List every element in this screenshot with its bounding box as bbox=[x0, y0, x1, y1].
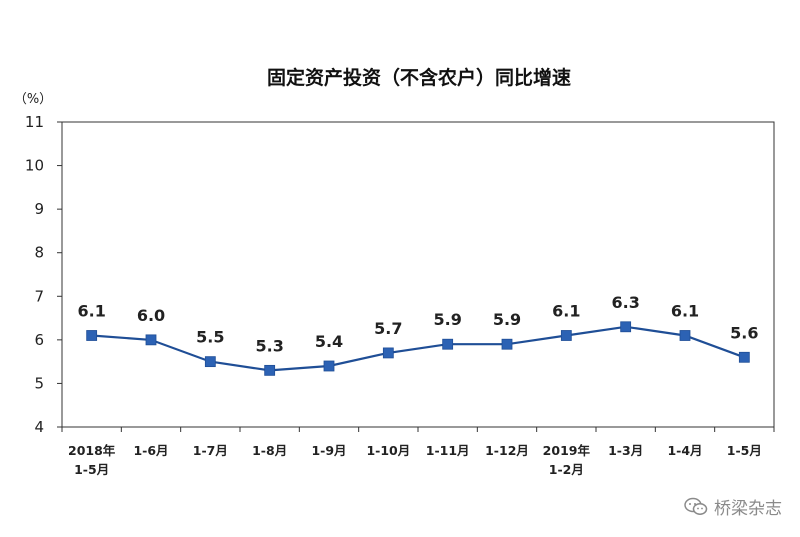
series-line bbox=[91, 325, 745, 372]
x-axis: 2018年 1-5月 1-6月 1-7月 1-8月 1-9月 1-10月 1-11月 1-12月… bbox=[61, 427, 775, 477]
y-unit-label: （%） bbox=[14, 92, 52, 107]
plot-area-frame bbox=[61, 121, 775, 428]
data-point bbox=[679, 330, 691, 341]
data-label: 6.1 bbox=[77, 302, 105, 321]
data-point bbox=[264, 364, 276, 376]
x-tick-label: 1-12月 bbox=[485, 443, 529, 458]
y-tick-label: 6 bbox=[34, 331, 44, 349]
x-tick-label: 2018年 bbox=[68, 443, 116, 458]
data-label: 5.5 bbox=[196, 328, 224, 347]
y-axis: 4 5 6 7 8 9 10 11 bbox=[25, 113, 62, 436]
data-labels: 6.1 6.0 5.5 5.3 5.4 5.7 5.9 5.9 6.1 6.3 6.1 5.6 bbox=[77, 293, 758, 356]
x-tick-label: 1-8月 bbox=[252, 443, 287, 458]
data-point bbox=[560, 330, 572, 341]
data-point bbox=[738, 351, 750, 363]
y-tick-label: 8 bbox=[34, 244, 44, 262]
data-point bbox=[501, 338, 513, 350]
x-tick-label: 1-11月 bbox=[426, 443, 470, 458]
data-label: 6.1 bbox=[671, 302, 699, 321]
y-tick-label: 4 bbox=[34, 418, 44, 436]
y-tick-label: 7 bbox=[34, 287, 44, 305]
data-label: 6.3 bbox=[611, 293, 639, 312]
data-point bbox=[620, 321, 632, 333]
x-tick-label: 1-5月 bbox=[74, 462, 109, 477]
watermark: 桥梁杂志 bbox=[684, 494, 782, 519]
y-tick-label: 10 bbox=[25, 157, 44, 175]
x-tick-label: 1-9月 bbox=[311, 443, 346, 458]
data-label: 5.6 bbox=[730, 323, 758, 342]
data-point bbox=[86, 330, 98, 341]
y-tick-label: 9 bbox=[34, 200, 44, 218]
data-label: 6.1 bbox=[552, 302, 580, 321]
data-label: 5.9 bbox=[493, 310, 521, 329]
data-label: 5.9 bbox=[433, 310, 461, 329]
x-tick-label: 1-4月 bbox=[667, 443, 702, 458]
x-tick-label: 1-5月 bbox=[727, 443, 762, 458]
x-tick-label: 1-3月 bbox=[608, 443, 643, 458]
data-label: 5.7 bbox=[374, 319, 402, 338]
data-point bbox=[382, 347, 394, 359]
series-markers bbox=[86, 321, 750, 376]
data-point bbox=[145, 334, 157, 346]
x-tick-label: 1-6月 bbox=[133, 443, 168, 458]
y-tick-label: 11 bbox=[25, 113, 44, 131]
watermark-text: 桥梁杂志 bbox=[714, 499, 782, 519]
x-tick-label: 1-2月 bbox=[549, 462, 584, 477]
data-label: 5.3 bbox=[255, 336, 283, 355]
data-point bbox=[323, 360, 335, 372]
data-label: 5.4 bbox=[315, 332, 343, 351]
data-label: 6.0 bbox=[137, 306, 165, 325]
chart-title: 固定资产投资（不含农户）同比增速 bbox=[267, 66, 571, 89]
data-point bbox=[204, 356, 216, 368]
y-tick-label: 5 bbox=[34, 374, 44, 392]
wechat-icon bbox=[684, 497, 708, 515]
x-tick-label: 2019年 bbox=[543, 443, 591, 458]
x-tick-label: 1-7月 bbox=[193, 443, 228, 458]
data-point bbox=[442, 338, 454, 350]
x-tick-label: 1-10月 bbox=[366, 443, 410, 458]
